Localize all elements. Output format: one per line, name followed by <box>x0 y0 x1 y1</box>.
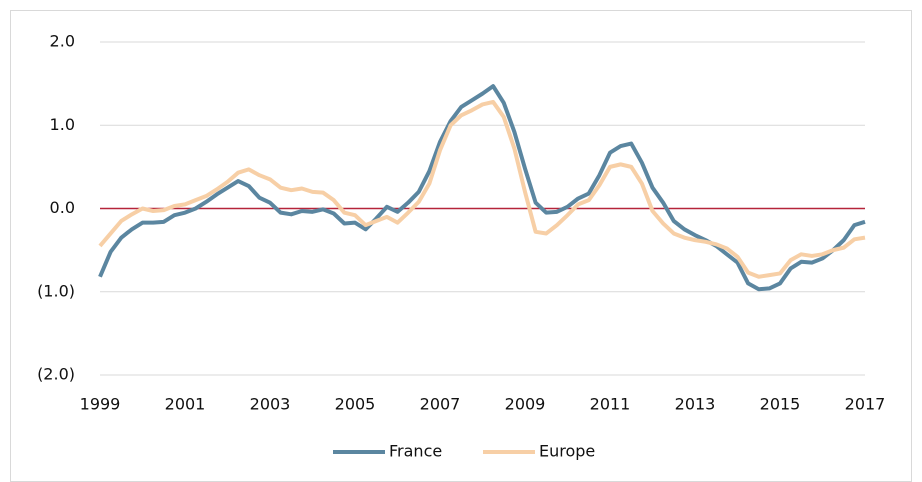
y-tick-label: 0.0 <box>50 198 75 217</box>
x-tick-label: 2011 <box>590 395 631 414</box>
x-tick-label: 2003 <box>250 395 291 414</box>
y-tick-label: 2.0 <box>50 32 75 51</box>
series-line <box>98 84 866 292</box>
series-line <box>98 99 866 279</box>
x-tick-label: 2009 <box>505 395 546 414</box>
y-tick-label: (1.0) <box>37 281 75 300</box>
y-tick-label: (2.0) <box>37 365 75 384</box>
x-tick-label: 2013 <box>675 395 716 414</box>
legend-label: Europe <box>539 442 595 461</box>
x-tick-label: 2015 <box>760 395 801 414</box>
x-tick-label: 1999 <box>80 395 121 414</box>
x-tick-label: 2005 <box>335 395 376 414</box>
y-tick-label: 1.0 <box>50 115 75 134</box>
x-tick-label: 2017 <box>845 395 886 414</box>
x-tick-label: 2007 <box>420 395 461 414</box>
legend-label: France <box>389 442 442 461</box>
x-tick-label: 2001 <box>165 395 206 414</box>
